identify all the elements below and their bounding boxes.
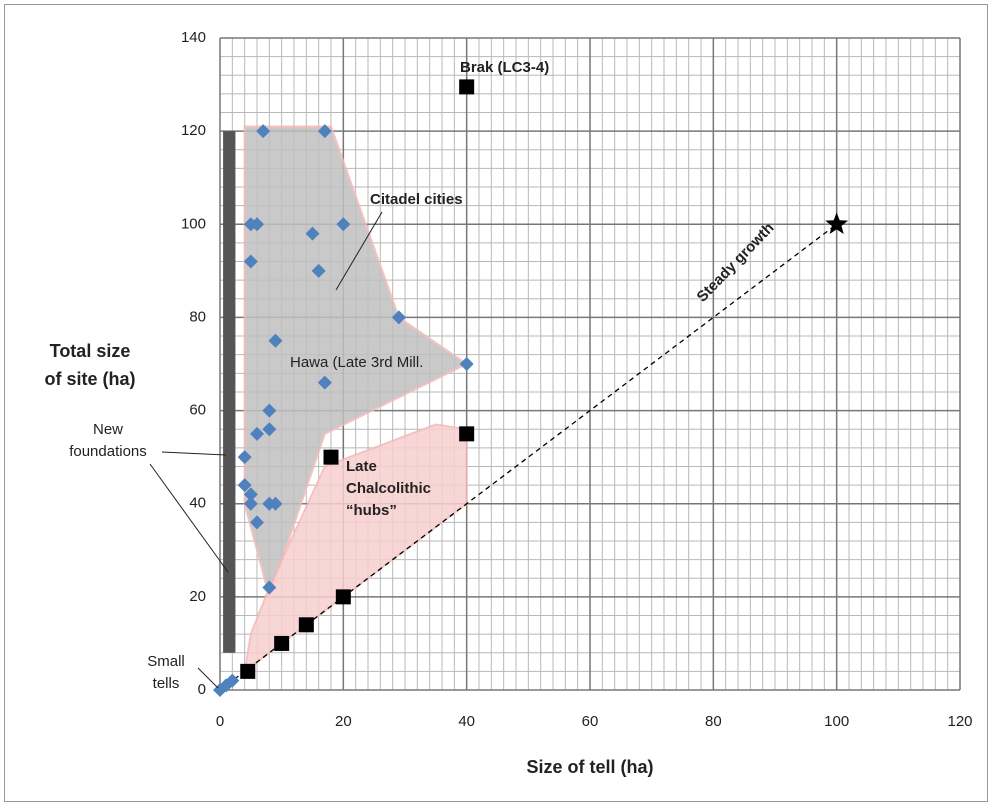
annotation: New [93, 421, 123, 438]
x-tick-label: 20 [335, 713, 352, 730]
point [391, 310, 406, 325]
new-foundations-bar [223, 131, 236, 653]
leader-line [161, 451, 227, 456]
point [825, 212, 849, 234]
x-tick-label: 80 [705, 713, 722, 730]
point [250, 515, 264, 530]
point [317, 124, 332, 139]
annotation: “hubs” [346, 502, 397, 519]
y-tick-label: 40 [189, 495, 206, 512]
point [323, 449, 339, 465]
point [243, 496, 258, 511]
x-tick-label: 0 [216, 713, 224, 730]
y-axis-label: of site (ha) [44, 369, 135, 389]
point [237, 450, 252, 465]
frame [4, 4, 988, 802]
annotation: Small [147, 653, 185, 670]
annotation: tells [153, 675, 180, 692]
point [262, 422, 277, 437]
point [262, 580, 277, 595]
point [240, 663, 256, 679]
point [268, 496, 283, 511]
point [243, 487, 258, 502]
y-tick-label: 0 [198, 681, 206, 698]
point [311, 263, 326, 278]
y-tick-label: 20 [189, 588, 206, 605]
y-tick-label: 140 [181, 29, 206, 46]
x-tick-label: 40 [458, 713, 475, 730]
leader-line [197, 667, 219, 689]
point [256, 124, 271, 139]
point [336, 217, 351, 232]
y-tick-label: 120 [181, 122, 206, 139]
leader-line [149, 463, 229, 573]
annotation: Brak (LC3-4) [460, 59, 549, 76]
point [459, 426, 475, 442]
x-axis-label: Size of tell (ha) [526, 757, 653, 777]
annotation: Late [346, 458, 377, 475]
point [250, 217, 264, 232]
x-tick-label: 120 [947, 713, 972, 730]
point [243, 254, 258, 269]
point [262, 403, 277, 418]
point [274, 635, 290, 651]
y-axis-label: Total size [50, 341, 131, 361]
point [268, 333, 283, 348]
point [459, 357, 474, 371]
annotation: Citadel cities [370, 191, 463, 208]
x-tick-label: 60 [582, 713, 599, 730]
y-tick-label: 80 [189, 308, 206, 325]
leader-line [335, 211, 383, 291]
trend-line [219, 223, 838, 691]
point [459, 79, 475, 95]
point [317, 375, 332, 390]
y-tick-label: 60 [189, 402, 206, 419]
point [225, 673, 240, 688]
y-tick-label: 100 [181, 215, 206, 232]
point [335, 589, 351, 605]
point [237, 478, 252, 493]
annotation: Hawa (Late 3rd Mill. [290, 354, 423, 371]
point [250, 426, 264, 441]
point [298, 617, 314, 633]
annotation: Chalcolithic [346, 480, 431, 497]
region [243, 125, 469, 601]
point [305, 226, 320, 241]
annotation: foundations [69, 443, 147, 460]
x-tick-label: 100 [824, 713, 849, 730]
